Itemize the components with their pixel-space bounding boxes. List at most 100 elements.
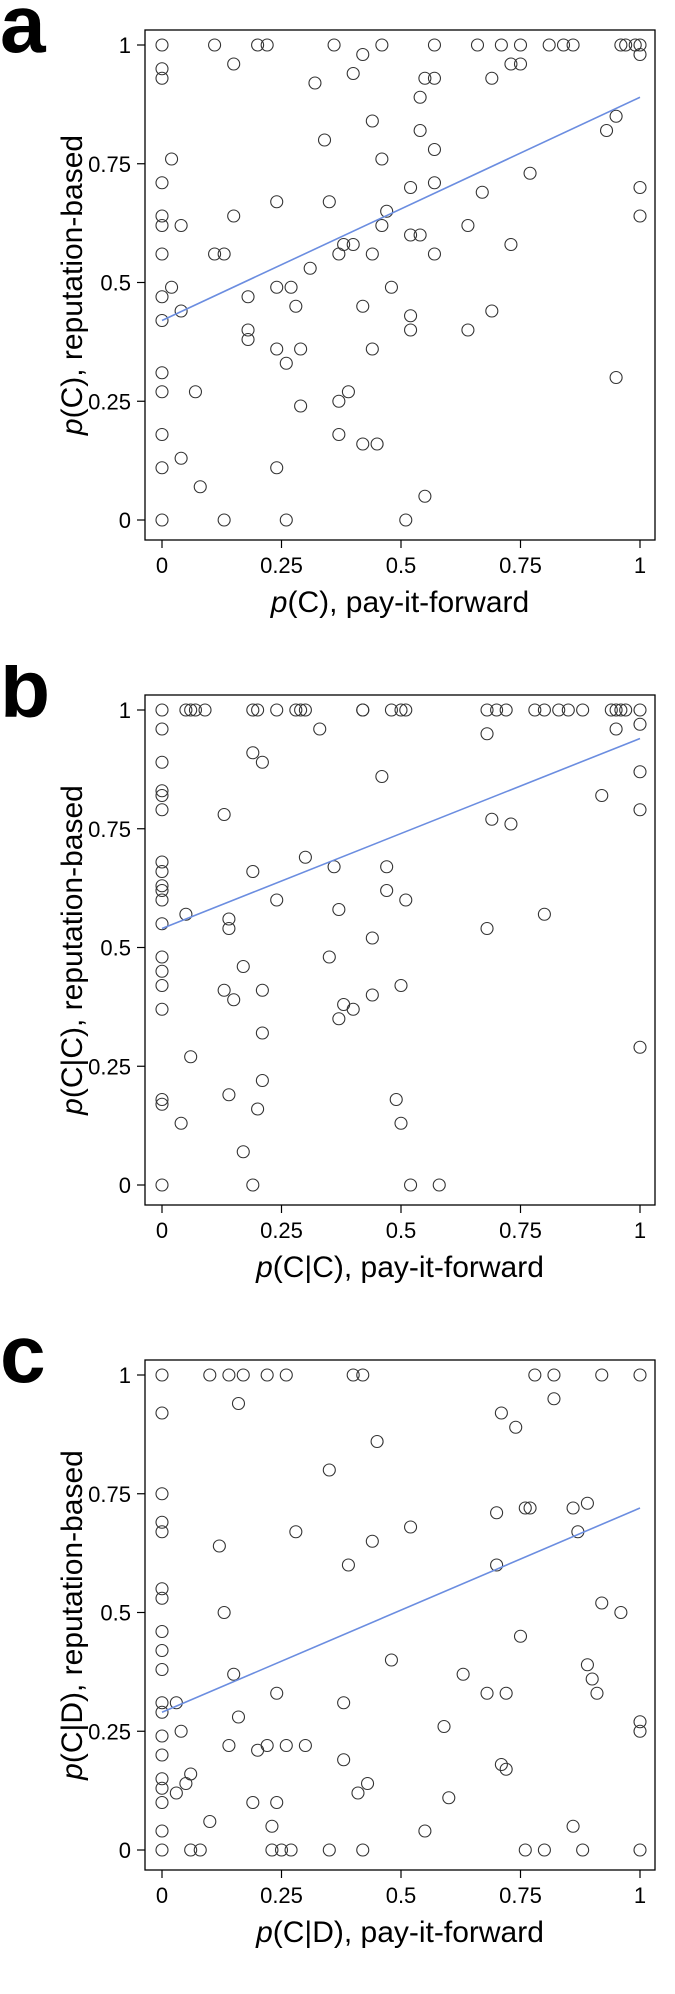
data-point <box>528 1368 542 1382</box>
x-tick-label: 0 <box>156 1218 168 1243</box>
data-point <box>222 1738 236 1753</box>
data-point <box>609 109 623 123</box>
data-point <box>265 1843 279 1857</box>
data-point <box>576 703 590 717</box>
y-tick-label: 0.5 <box>100 271 131 296</box>
data-point <box>384 280 398 294</box>
y-tick-label: 0 <box>119 1173 131 1198</box>
data-point <box>184 703 198 717</box>
data-point <box>427 247 442 261</box>
data-point <box>289 703 303 717</box>
data-point <box>298 850 312 864</box>
y-axis-label-text: (C), reputation-based <box>56 135 89 418</box>
y-tick-label: 1 <box>119 33 131 58</box>
data-point <box>279 356 293 370</box>
data-point <box>513 1629 528 1643</box>
data-point <box>227 209 241 223</box>
data-point <box>317 133 332 147</box>
data-point <box>236 1368 250 1382</box>
data-point <box>155 1487 169 1501</box>
data-point <box>155 427 169 442</box>
data-point <box>619 38 633 52</box>
data-point <box>413 228 427 242</box>
data-point <box>155 1092 169 1107</box>
x-tick-label: 1 <box>634 1883 646 1908</box>
data-point <box>155 1795 169 1810</box>
x-tick-label: 1 <box>634 553 646 578</box>
data-point <box>270 342 284 356</box>
data-point <box>561 703 575 717</box>
data-point <box>274 1843 289 1857</box>
data-point <box>370 437 384 451</box>
data-point <box>169 1786 183 1800</box>
y-axis-label-p: p <box>56 1763 89 1781</box>
data-point <box>174 451 188 465</box>
regression-line <box>161 1507 641 1713</box>
data-point <box>246 746 260 760</box>
data-point <box>184 1843 198 1857</box>
data-point <box>365 247 379 261</box>
data-point <box>188 385 203 399</box>
data-point <box>155 978 169 993</box>
data-point <box>399 703 413 717</box>
data-point <box>595 788 609 803</box>
data-point <box>490 703 504 717</box>
panel-c: c 0 0.25 0.5 0.75 1 0 0.25 0.5 0.75 1 p(C|D), pay-… <box>0 1330 675 1994</box>
data-point <box>513 57 528 71</box>
data-point <box>394 978 408 993</box>
data-point <box>294 399 308 413</box>
data-point <box>212 1539 226 1553</box>
data-point <box>404 1178 418 1192</box>
data-point <box>270 893 284 907</box>
x-tick-label: 0.75 <box>499 1218 542 1243</box>
data-point <box>614 703 628 717</box>
data-point <box>284 1843 298 1857</box>
data-point <box>270 703 284 717</box>
data-point <box>174 1724 188 1738</box>
x-tick-label: 0.75 <box>499 1883 542 1908</box>
x-axis-label-text: (C|C), pay-it-forward <box>273 1251 544 1284</box>
y-axis-label-text: (C|C), reputation-based <box>56 785 89 1098</box>
data-point <box>155 1582 169 1596</box>
data-point <box>193 1843 207 1857</box>
data-point <box>246 864 260 879</box>
data-point <box>599 123 614 138</box>
y-axis-label: p(C|C), reputation-based <box>56 785 89 1116</box>
data-point <box>255 983 269 997</box>
data-point <box>217 513 231 527</box>
data-point <box>633 180 647 195</box>
data-point <box>346 1002 360 1016</box>
data-point <box>155 879 169 893</box>
data-point <box>222 912 236 926</box>
data-point <box>270 1686 284 1700</box>
data-point <box>155 1696 169 1710</box>
data-point <box>227 57 241 71</box>
data-point <box>155 1781 169 1795</box>
data-point <box>155 788 169 803</box>
data-point <box>155 1624 169 1639</box>
data-point <box>404 180 418 195</box>
data-point <box>619 703 633 717</box>
data-point <box>155 1097 169 1111</box>
data-point <box>504 817 518 831</box>
data-point <box>509 1420 523 1434</box>
data-point <box>174 304 188 318</box>
plot-frame <box>144 694 656 1206</box>
data-point <box>380 883 394 898</box>
plot-frame <box>144 29 656 541</box>
data-point <box>155 1824 169 1838</box>
panel-a: a 0 0.25 0.5 0.75 1 0 0.25 0.5 0.75 1 p(C), pay-it… <box>0 0 675 660</box>
data-point <box>504 57 518 71</box>
data-point <box>566 1819 580 1833</box>
data-point <box>165 280 179 294</box>
data-point <box>365 342 379 356</box>
data-point <box>270 195 284 209</box>
y-tick-label: 0.25 <box>88 1719 131 1744</box>
panel-b: b 0 0.25 0.5 0.75 1 0 0.25 0.5 0.75 1 p(C|C), pay-… <box>0 665 675 1325</box>
data-point <box>580 1658 594 1672</box>
data-point <box>155 950 169 964</box>
data-point <box>418 489 432 503</box>
data-point <box>327 38 341 52</box>
data-point <box>155 1002 169 1016</box>
data-point <box>155 722 169 736</box>
